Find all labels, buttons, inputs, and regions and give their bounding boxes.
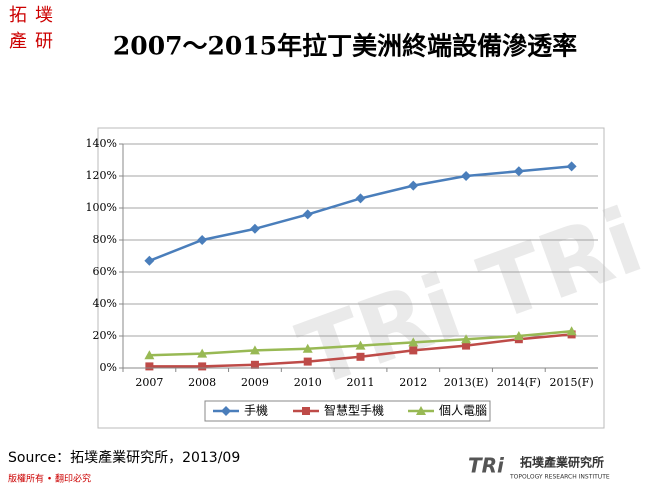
marker xyxy=(302,209,313,220)
y-tick-label: 60% xyxy=(93,265,117,278)
x-tick-label: 2011 xyxy=(347,376,375,389)
x-tick-label: 2012 xyxy=(399,376,427,389)
marker xyxy=(513,166,524,177)
marker xyxy=(303,357,312,366)
logo-char: 拓 xyxy=(9,5,27,26)
logo-char: 研 xyxy=(35,31,53,52)
legend-label: 手機 xyxy=(244,403,268,418)
x-tick-label: 2009 xyxy=(241,376,269,389)
legend-label: 個人電腦 xyxy=(439,403,487,418)
y-tick-label: 80% xyxy=(93,233,117,246)
x-tick-label: 2015(F) xyxy=(550,376,594,389)
y-tick-label: 20% xyxy=(93,329,117,342)
marker xyxy=(144,255,155,266)
x-tick-label: 2013(E) xyxy=(444,376,489,389)
marker xyxy=(302,407,310,415)
marker xyxy=(197,235,208,245)
marker xyxy=(249,345,260,355)
marker xyxy=(197,348,208,358)
marker xyxy=(144,350,155,360)
marker xyxy=(355,340,366,350)
watermark: TRi TRi TRi xyxy=(286,122,650,408)
x-tick-label: 2010 xyxy=(294,376,322,389)
legend-label: 智慧型手機 xyxy=(324,403,384,418)
marker xyxy=(566,326,577,336)
marker xyxy=(145,362,154,371)
marker xyxy=(250,360,259,369)
footer-band xyxy=(0,473,650,485)
marker xyxy=(198,362,207,371)
marker xyxy=(462,341,471,350)
marker xyxy=(302,343,313,353)
marker xyxy=(408,180,419,191)
x-tick-label: 2008 xyxy=(188,376,216,389)
y-tick-label: 0% xyxy=(100,361,117,374)
y-tick-label: 120% xyxy=(86,169,117,182)
x-tick-label: 2014(F) xyxy=(497,376,541,389)
y-tick-label: 140% xyxy=(86,137,117,150)
y-tick-label: 100% xyxy=(86,201,117,214)
marker xyxy=(461,171,472,181)
x-tick-label: 2007 xyxy=(135,376,163,389)
marker xyxy=(355,193,366,204)
marker xyxy=(409,346,418,355)
marker xyxy=(249,223,260,234)
marker xyxy=(356,352,365,361)
logo-char: 墣 xyxy=(35,5,53,26)
marker xyxy=(566,161,577,172)
marker xyxy=(513,331,524,340)
marker xyxy=(416,406,426,415)
chart-frame xyxy=(97,127,605,429)
marker xyxy=(408,337,419,347)
logo-box xyxy=(4,2,66,58)
marker xyxy=(461,334,472,344)
svg-text:TRi TRi TRi: TRi TRi TRi xyxy=(286,122,650,408)
brand-mark: TRi xyxy=(468,454,505,478)
legend-box xyxy=(204,400,491,422)
brand-english: TOPOLOGY RESEARCH INSTITUTE xyxy=(509,474,610,481)
chart-title: 2007～2015年拉丁美洲終端設備滲透率 xyxy=(113,32,577,61)
source: Source：拓墣產業研究所，2013/09 xyxy=(8,449,240,466)
marker xyxy=(221,406,231,416)
logo-char: 產 xyxy=(9,31,27,52)
y-tick-label: 40% xyxy=(93,297,117,310)
footer: 版權所有 • 翻印必究 xyxy=(8,473,91,485)
brand-name: 拓墣產業研究所 xyxy=(520,455,604,470)
